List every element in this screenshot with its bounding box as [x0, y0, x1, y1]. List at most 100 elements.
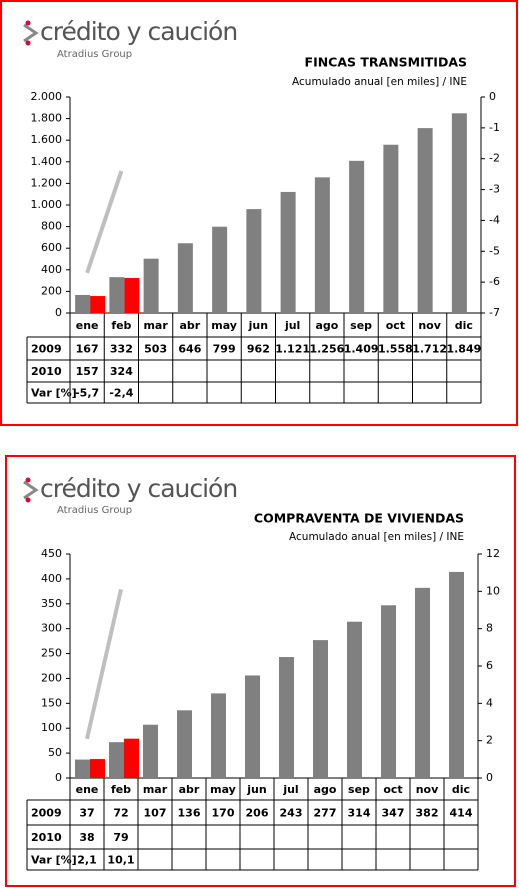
bar [381, 605, 396, 778]
y2-tick-label: 2 [486, 734, 493, 747]
row-header: 2010 [31, 831, 62, 844]
x-tick-label: nov [418, 319, 441, 332]
table-cell: 414 [450, 807, 473, 820]
table-cell: 1.256 [309, 343, 344, 356]
y-tick-label: 800 [41, 220, 62, 233]
y-tick-label: 400 [41, 263, 62, 276]
frame [0, 0, 518, 426]
table-cell: 1.712 [412, 343, 447, 356]
brand: crédito y caución [40, 17, 237, 46]
table-cell: 79 [113, 831, 128, 844]
row-header: Var [%] [31, 854, 77, 867]
bar [383, 144, 399, 313]
table-cell: 314 [348, 807, 371, 820]
var-line [85, 170, 124, 274]
y-tick-label: 600 [41, 241, 62, 254]
y-tick-label: 400 [41, 572, 62, 585]
y-tick-label: 300 [41, 622, 62, 635]
bar [417, 128, 433, 313]
y-tick-label: 0 [55, 771, 62, 784]
bar [124, 278, 140, 313]
table-cell: 2,1 [77, 854, 97, 867]
table-cell: 1.121 [275, 343, 310, 356]
bar [347, 621, 362, 778]
bar [313, 640, 328, 778]
y-tick-label: 1.200 [31, 176, 63, 189]
y2-tick-label: -2 [489, 152, 500, 165]
x-tick-label: ene [76, 783, 99, 796]
y2-tick-label: 12 [486, 547, 500, 560]
y-tick-label: 1.000 [31, 198, 63, 211]
y2-tick-label: -1 [489, 121, 500, 134]
table-cell: 243 [280, 807, 303, 820]
x-tick-label: ene [76, 319, 99, 332]
table-cell: 136 [178, 807, 201, 820]
bar [279, 657, 294, 778]
table-cell: 167 [76, 343, 99, 356]
bar [90, 296, 106, 313]
bar [314, 177, 330, 313]
bar [245, 675, 260, 778]
bar [109, 277, 125, 313]
y-tick-label: 150 [41, 696, 62, 709]
y-tick-label: 350 [41, 597, 62, 610]
table-cell: 799 [213, 343, 236, 356]
x-tick-label: nov [416, 783, 439, 796]
y-tick-label: 0 [55, 306, 62, 319]
y-tick-label: 1.600 [31, 133, 63, 146]
brand-sub: Atradius Group [57, 49, 132, 60]
bar [75, 294, 91, 313]
y2-tick-label: 0 [489, 90, 496, 103]
table-cell: 157 [76, 365, 99, 378]
y2-tick-label: -5 [489, 244, 500, 257]
table-cell: 170 [212, 807, 235, 820]
x-tick-label: feb [111, 319, 131, 332]
row-header: Var [%] [31, 387, 77, 400]
bar [211, 693, 226, 778]
table-cell: 1.409 [344, 343, 379, 356]
x-tick-label: dic [455, 319, 473, 332]
y-tick-label: 450 [41, 547, 62, 560]
x-tick-label: ago [315, 319, 338, 332]
logo-arrow [23, 480, 39, 500]
y2-tick-label: 0 [486, 771, 493, 784]
bar [177, 243, 193, 313]
table-cell: 1.558 [378, 343, 413, 356]
table-cell: -5,7 [75, 387, 99, 400]
bar [246, 209, 262, 313]
bar [449, 571, 464, 778]
y2-tick-label: -3 [489, 183, 500, 196]
bar [280, 191, 296, 313]
bar [124, 738, 139, 778]
bar [143, 258, 159, 313]
table-cell: 277 [314, 807, 337, 820]
table-cell: 962 [247, 343, 270, 356]
table-cell: 10,1 [107, 854, 134, 867]
y2-tick-label: -6 [489, 275, 500, 288]
bar [349, 160, 365, 313]
table-cell: 1.849 [446, 343, 481, 356]
x-tick-label: ago [314, 783, 337, 796]
logo-dot [25, 497, 31, 503]
frame [5, 455, 516, 887]
y2-tick-label: 4 [486, 696, 493, 709]
x-tick-label: feb [111, 783, 131, 796]
row-header: 2009 [31, 807, 62, 820]
bar [109, 742, 124, 778]
logo-arrow [23, 23, 39, 43]
table-cell: 38 [79, 831, 94, 844]
y2-tick-label: 8 [486, 622, 493, 635]
x-tick-label: mar [143, 319, 168, 332]
table-cell: 503 [144, 343, 167, 356]
brand-sub: Atradius Group [57, 505, 132, 516]
chart-title: FINCAS TRANSMITIDAS [305, 55, 467, 70]
x-tick-label: abr [179, 783, 200, 796]
table-cell: 324 [110, 365, 133, 378]
brand: crédito y caución [40, 474, 237, 503]
y-tick-label: 2.000 [31, 90, 63, 103]
y2-tick-label: 10 [486, 584, 500, 597]
bar [143, 724, 158, 778]
y2-tick-label: -4 [489, 213, 500, 226]
var-line [85, 589, 123, 740]
x-tick-label: mar [143, 783, 168, 796]
